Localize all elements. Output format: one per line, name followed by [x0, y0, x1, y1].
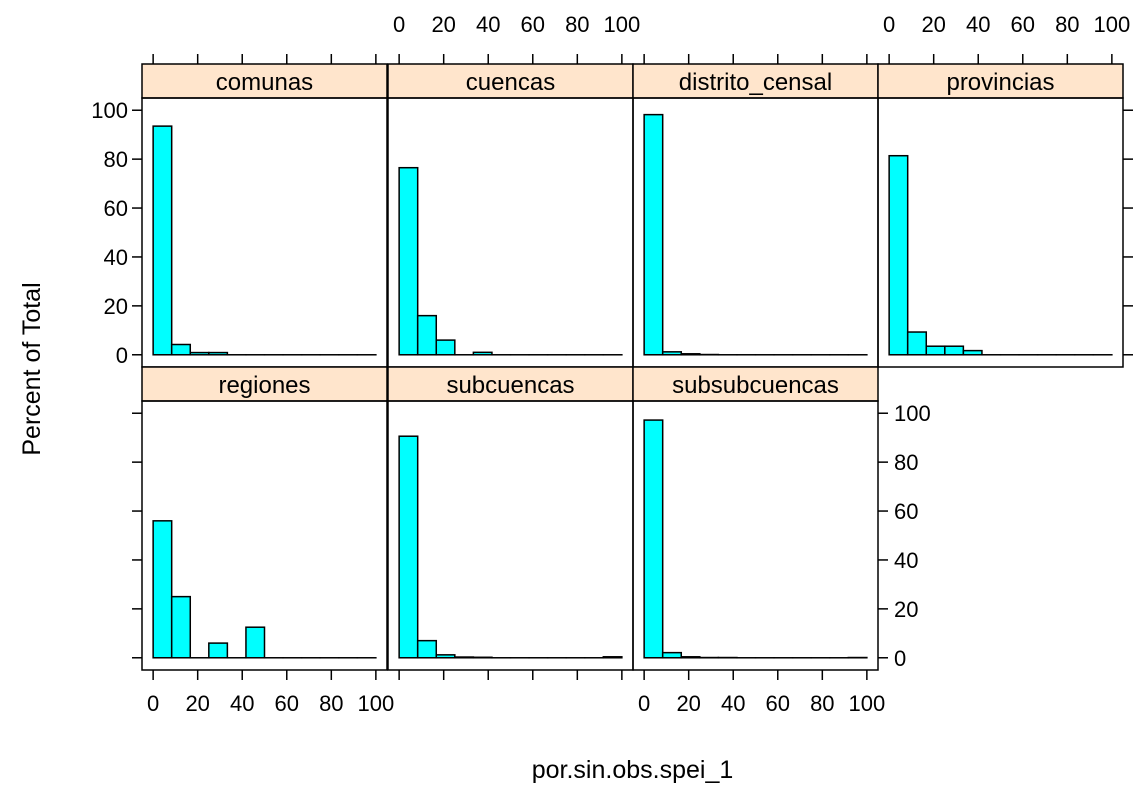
- x-tick-label-regiones-100: 100: [358, 691, 395, 716]
- panel-frame-subcuencas: [387, 400, 634, 671]
- bar-subcuencas-2: [435, 654, 456, 659]
- bar-subsubcuencas-0: [643, 419, 664, 659]
- x-tick-label-regiones-60: 60: [275, 691, 299, 716]
- panel-frame-comunas: [141, 97, 388, 368]
- bar-provincias-1: [906, 331, 928, 356]
- x-tick-label-provincias-40: 40: [966, 12, 990, 37]
- x-tick-label-regiones-0: 0: [147, 691, 159, 716]
- y-tick-label-comunas-0: 0: [116, 343, 128, 368]
- bar-subcuencas-0: [398, 435, 419, 659]
- strip-label-subsubcuencas: subsubcuencas: [672, 372, 839, 399]
- x-tick-label-regiones-40: 40: [230, 691, 254, 716]
- x-tick-label-subsubcuencas-80: 80: [810, 691, 834, 716]
- x-tick-label-subsubcuencas-100: 100: [849, 691, 886, 716]
- strip-regiones: [141, 366, 388, 402]
- x-tick-label-provincias-20: 20: [921, 12, 945, 37]
- bar-subcuencas-1: [416, 639, 438, 659]
- bar-comunas-0: [152, 125, 173, 356]
- strip-subsubcuencas: [632, 366, 879, 402]
- strip-label-regiones: regiones: [218, 372, 310, 399]
- y-tick-label-subsubcuencas-0: 0: [894, 646, 906, 671]
- y-tick-label-subsubcuencas-100: 100: [894, 401, 931, 426]
- bar-subsubcuencas-1: [661, 651, 683, 659]
- bar-provincias-3: [944, 345, 965, 356]
- x-tick-label-subsubcuencas-60: 60: [766, 691, 790, 716]
- bar-comunas-2: [189, 351, 210, 356]
- bar-subcuencas-11: [602, 656, 623, 659]
- bar-distrito-censal-2: [680, 353, 701, 356]
- y-tick-label-subsubcuencas-40: 40: [894, 548, 918, 573]
- x-tick-label-cuencas-100: 100: [604, 12, 641, 37]
- bar-distrito-censal-1: [661, 351, 683, 356]
- bar-provincias-2: [925, 345, 946, 356]
- strip-comunas: [141, 63, 388, 99]
- x-tick-label-provincias-80: 80: [1055, 12, 1079, 37]
- strip-distrito-censal: [632, 63, 879, 99]
- x-tick-label-cuencas-80: 80: [565, 12, 589, 37]
- bar-cuencas-2: [435, 339, 456, 356]
- strip-label-distrito-censal: distrito_censal: [679, 69, 832, 96]
- x-tick-label-provincias-60: 60: [1011, 12, 1035, 37]
- y-tick-label-comunas-40: 40: [104, 245, 128, 270]
- y-tick-label-subsubcuencas-60: 60: [894, 499, 918, 524]
- bar-cuencas-1: [416, 314, 438, 356]
- x-tick-label-cuencas-60: 60: [521, 12, 545, 37]
- y-tick-label-comunas-100: 100: [91, 98, 128, 123]
- panel-frame-distrito-censal: [632, 97, 879, 368]
- x-tick-label-subsubcuencas-20: 20: [676, 691, 700, 716]
- bar-regiones-5: [245, 626, 266, 659]
- x-tick-label-provincias-0: 0: [883, 12, 895, 37]
- bar-comunas-1: [170, 343, 192, 356]
- x-tick-label-cuencas-40: 40: [476, 12, 500, 37]
- bar-comunas-3: [208, 351, 229, 356]
- bar-subsubcuencas-2: [680, 656, 701, 659]
- strip-cuencas: [387, 63, 634, 99]
- panel-frame-subsubcuencas: [632, 400, 879, 671]
- strip-label-cuencas: cuencas: [466, 69, 555, 96]
- x-tick-label-cuencas-0: 0: [393, 12, 405, 37]
- x-tick-label-subsubcuencas-40: 40: [721, 691, 745, 716]
- x-tick-label-regiones-20: 20: [185, 691, 209, 716]
- y-tick-label-subsubcuencas-80: 80: [894, 450, 918, 475]
- panel-frame-provincias: [877, 97, 1124, 368]
- bar-regiones-0: [152, 520, 173, 659]
- panel-frame-regiones: [141, 400, 388, 671]
- bar-provincias-0: [888, 154, 909, 356]
- y-tick-label-comunas-80: 80: [104, 147, 128, 172]
- bar-regiones-3: [208, 642, 229, 659]
- x-tick-label-subsubcuencas-0: 0: [638, 691, 650, 716]
- strip-subcuencas: [387, 366, 634, 402]
- y-tick-label-comunas-20: 20: [104, 294, 128, 319]
- strip-provincias: [877, 63, 1124, 99]
- bar-cuencas-4: [472, 351, 493, 356]
- x-tick-label-regiones-80: 80: [319, 691, 343, 716]
- bar-regiones-1: [170, 595, 192, 659]
- x-tick-label-cuencas-20: 20: [431, 12, 455, 37]
- y-axis-title: Percent of Total: [18, 282, 46, 455]
- bar-distrito-censal-0: [643, 113, 664, 356]
- bar-cuencas-0: [398, 166, 419, 356]
- x-axis-title: por.sin.obs.spei_1: [532, 756, 734, 784]
- strip-label-provincias: provincias: [946, 69, 1054, 96]
- bar-provincias-4: [962, 349, 983, 356]
- y-tick-label-comunas-60: 60: [104, 196, 128, 221]
- y-tick-label-subsubcuencas-20: 20: [894, 597, 918, 622]
- strip-label-subcuencas: subcuencas: [446, 372, 574, 399]
- bar-subcuencas-3: [454, 656, 475, 659]
- x-tick-label-provincias-100: 100: [1094, 12, 1131, 37]
- strip-label-comunas: comunas: [216, 69, 313, 96]
